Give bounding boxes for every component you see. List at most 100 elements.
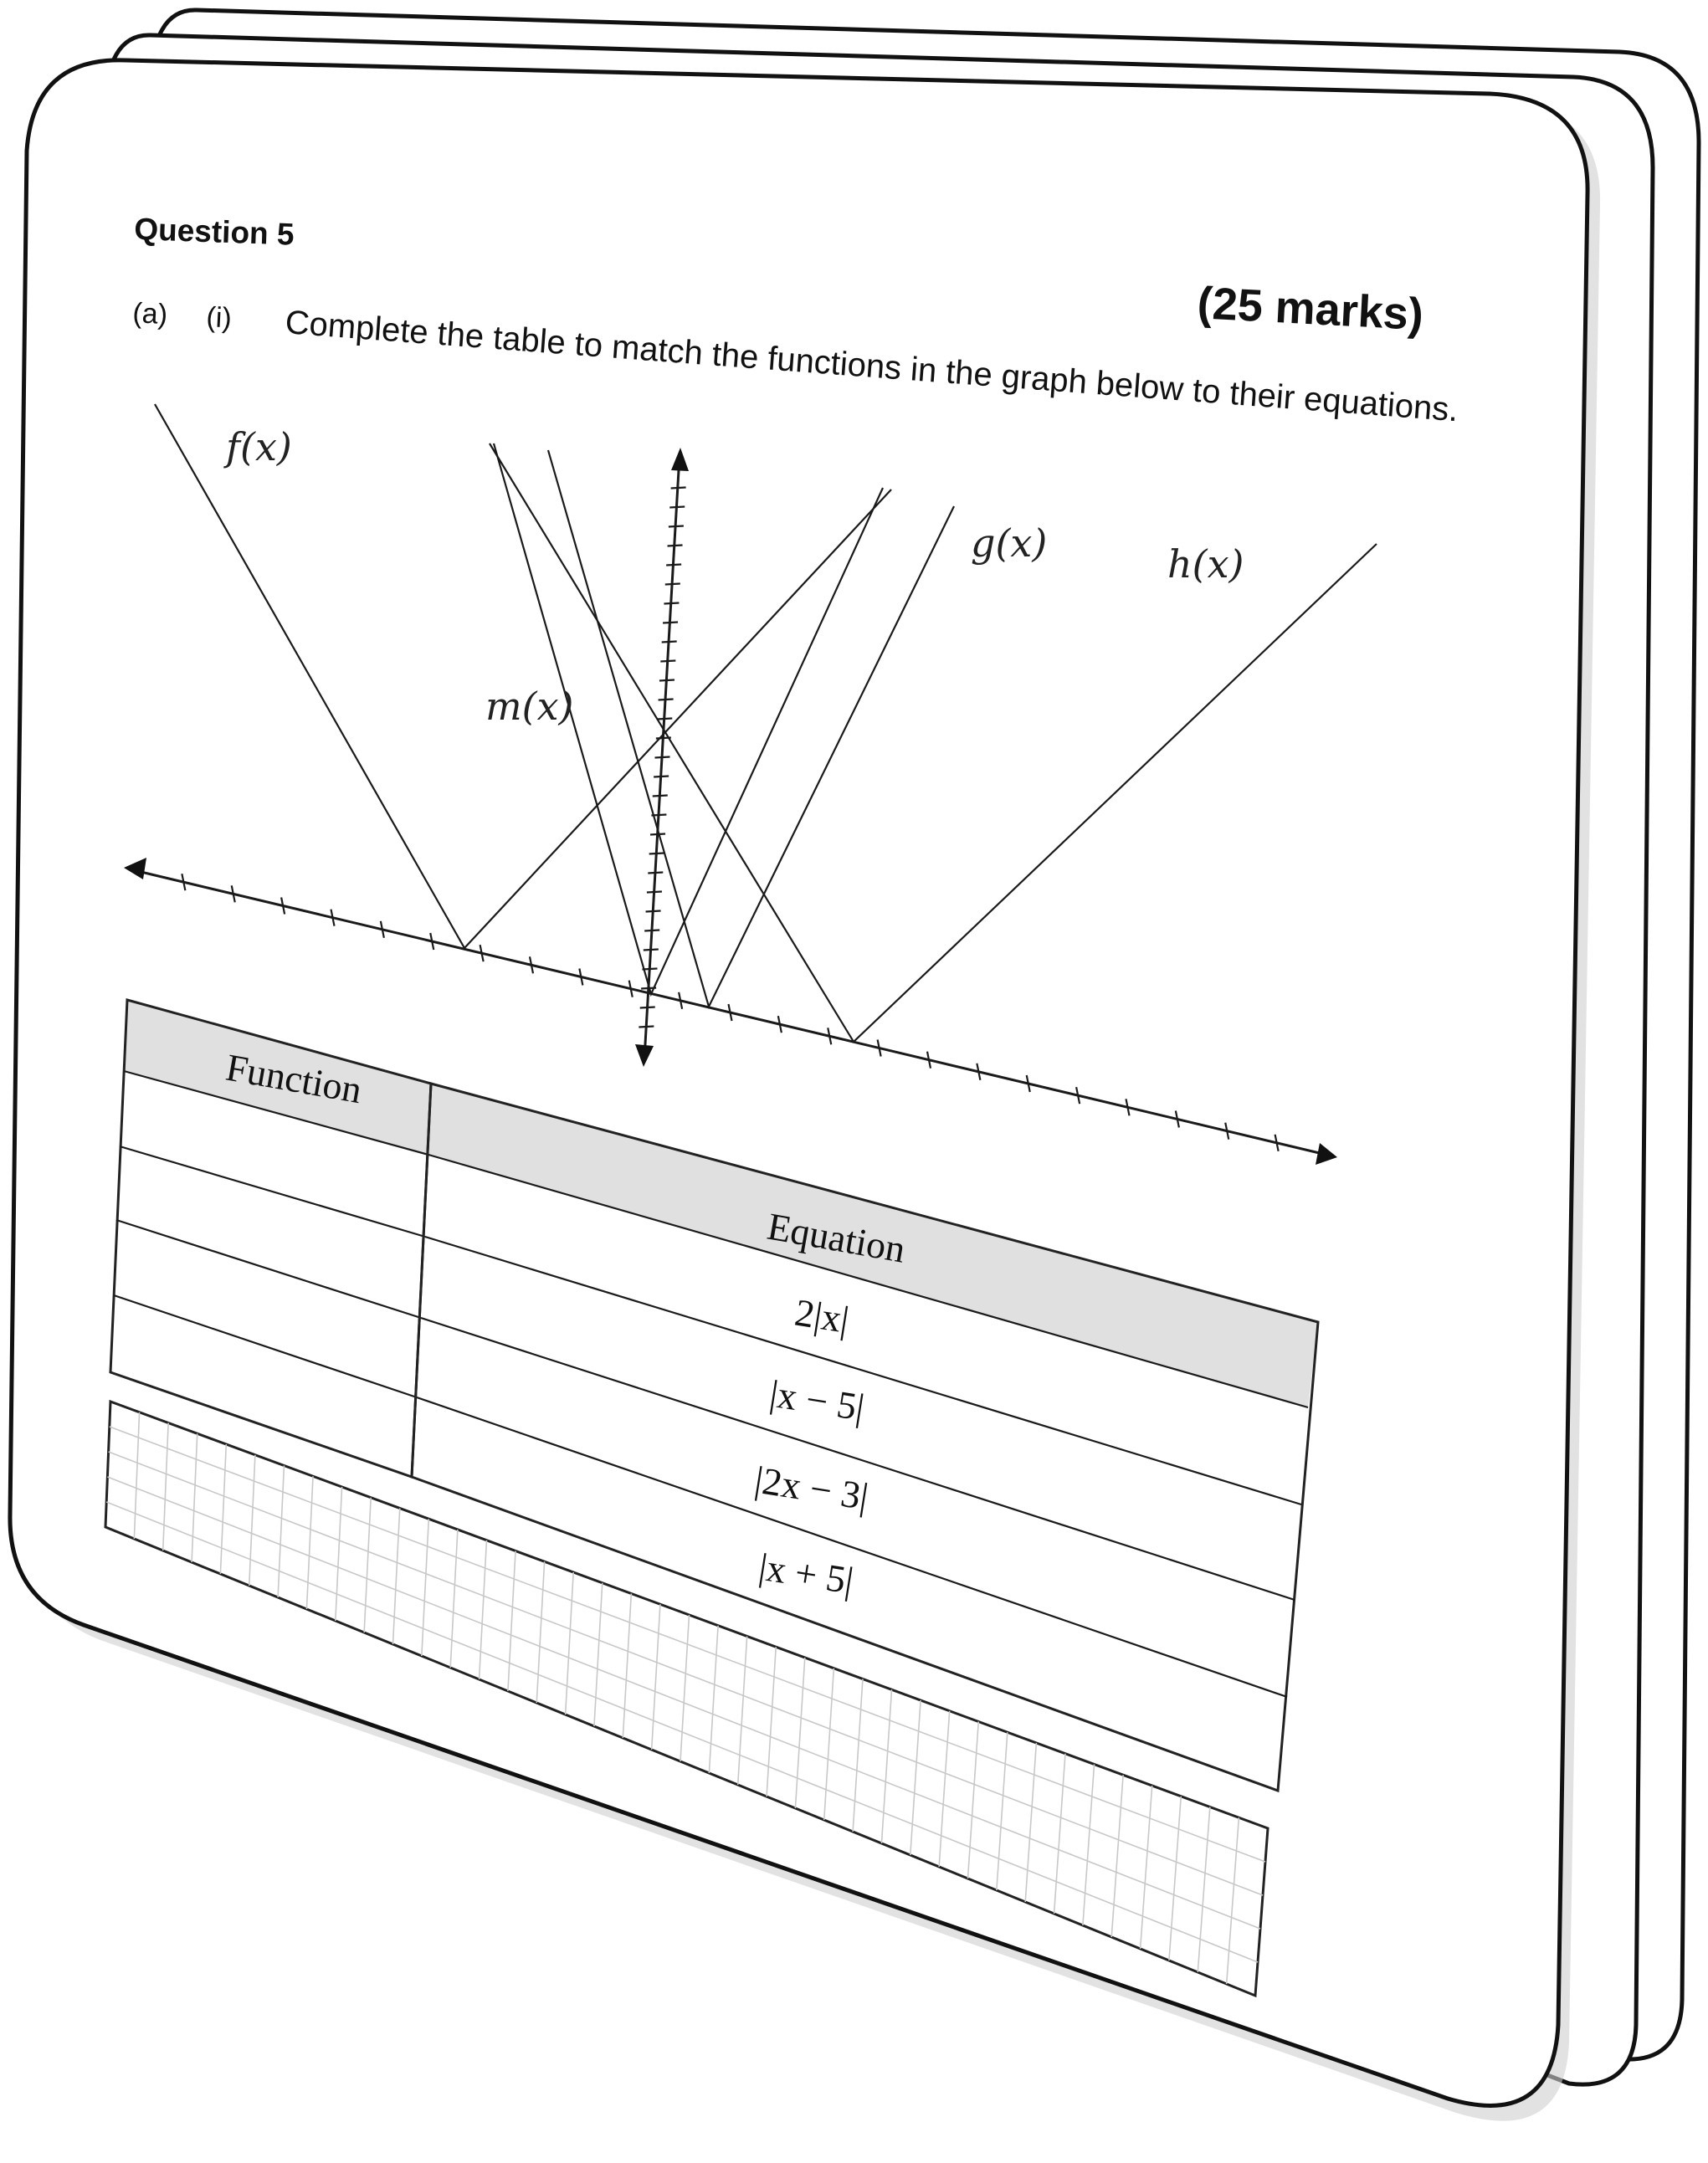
y-tick	[649, 852, 664, 855]
grid-line	[852, 1679, 864, 1832]
equation-header-cell	[428, 1084, 1318, 1407]
x-tick	[1025, 1074, 1031, 1093]
grid-line	[708, 1625, 719, 1774]
label-m: m(x)	[485, 684, 573, 729]
grid-line	[650, 1604, 661, 1750]
equation-row-4: |x + 5|	[756, 1545, 856, 1602]
y-tick	[645, 910, 661, 913]
grid-line	[191, 1433, 198, 1563]
grid-line	[162, 1422, 169, 1551]
part-letter: (a)	[132, 297, 168, 331]
graph-line-g	[546, 449, 955, 1010]
y-tick	[646, 890, 662, 894]
x-tick	[230, 885, 236, 903]
marks-label: (25 marks)	[1196, 278, 1424, 340]
equation-row-1: 2|x|	[792, 1291, 852, 1341]
x-axis-arrow-right	[1316, 1143, 1337, 1165]
grid-line	[133, 1412, 141, 1540]
grid-line	[766, 1647, 777, 1797]
x-tick	[628, 980, 633, 997]
grid-line	[1024, 1742, 1038, 1903]
grid-line	[794, 1657, 806, 1809]
x-tick	[876, 1039, 882, 1057]
grid-line	[107, 1476, 1261, 1930]
grid-line	[363, 1497, 372, 1633]
label-f: f(x)	[223, 424, 292, 469]
grid-line	[1053, 1753, 1066, 1914]
grid-line	[622, 1593, 633, 1739]
y-tick	[652, 794, 668, 797]
grid-line	[1168, 1796, 1182, 1961]
y-tick	[669, 505, 685, 509]
answer-grid-box	[104, 1399, 1269, 1998]
answer-table: Function Equation 2|x| |x − 5| |2x − 3| …	[104, 998, 1320, 1998]
function-graph: f(x) g(x) h(x) m(x)	[124, 403, 1377, 1165]
x-axis-arrow-left	[124, 858, 146, 879]
grid-line	[219, 1443, 228, 1575]
x-tick	[429, 932, 435, 951]
grid-line	[277, 1465, 285, 1598]
grid-line	[1110, 1775, 1124, 1938]
question-title: Question 5	[134, 212, 295, 252]
graph-line-m	[492, 443, 885, 997]
grid-line	[248, 1454, 256, 1586]
part-roman: (i)	[206, 301, 233, 335]
x-tick	[578, 968, 584, 986]
grid-line	[736, 1636, 748, 1786]
x-tick	[1075, 1086, 1081, 1105]
x-tick	[976, 1063, 982, 1081]
grid-line	[593, 1582, 603, 1727]
grid-line	[305, 1476, 314, 1610]
y-tick	[664, 602, 680, 605]
y-tick	[659, 679, 675, 682]
grid-line	[536, 1561, 546, 1704]
grid-line	[564, 1571, 574, 1715]
x-tick	[379, 920, 385, 939]
grid-line	[109, 1426, 1266, 1863]
grid-line	[478, 1540, 488, 1680]
y-tick	[657, 717, 673, 720]
label-g: g(x)	[971, 520, 1047, 566]
grid-line	[680, 1614, 690, 1762]
y-tick	[644, 929, 660, 932]
grid-line	[996, 1732, 1008, 1891]
grid-line	[335, 1486, 343, 1622]
grid-line	[910, 1699, 921, 1856]
y-axis-ticks	[639, 486, 686, 1028]
y-tick	[649, 833, 666, 836]
function-header-cell	[124, 1000, 431, 1155]
graph-line-f	[154, 403, 892, 950]
x-tick	[777, 1015, 782, 1033]
x-tick	[1224, 1122, 1230, 1140]
y-tick	[666, 563, 682, 566]
y-axis-arrow-up	[671, 448, 689, 471]
grid-line	[449, 1529, 459, 1668]
grid-line	[392, 1508, 401, 1645]
x-tick	[1125, 1099, 1131, 1116]
x-tick	[330, 909, 336, 926]
grid-line	[105, 1501, 1259, 1963]
grid-line	[1082, 1764, 1095, 1926]
x-tick	[678, 992, 684, 1010]
y-tick	[639, 1025, 654, 1028]
grid-line	[967, 1721, 980, 1879]
y-tick	[670, 486, 686, 489]
grid-line	[880, 1689, 893, 1844]
answer-grid-lines	[105, 1412, 1266, 1985]
label-h: h(x)	[1167, 541, 1244, 587]
x-tick	[479, 944, 485, 962]
grid-line	[1225, 1817, 1240, 1985]
y-axis-arrow-down	[635, 1044, 654, 1067]
grid-line	[108, 1451, 1264, 1896]
y-tick	[648, 871, 664, 874]
grid-line	[823, 1668, 835, 1821]
equation-row-3: |2x − 3|	[751, 1458, 871, 1519]
equation-column	[410, 1082, 1320, 1793]
y-tick	[661, 640, 677, 643]
grid-line	[421, 1519, 430, 1657]
x-tick	[1174, 1110, 1180, 1128]
y-tick	[639, 1006, 655, 1009]
x-axis-ticks	[181, 873, 1280, 1152]
grid-line	[1139, 1785, 1153, 1950]
